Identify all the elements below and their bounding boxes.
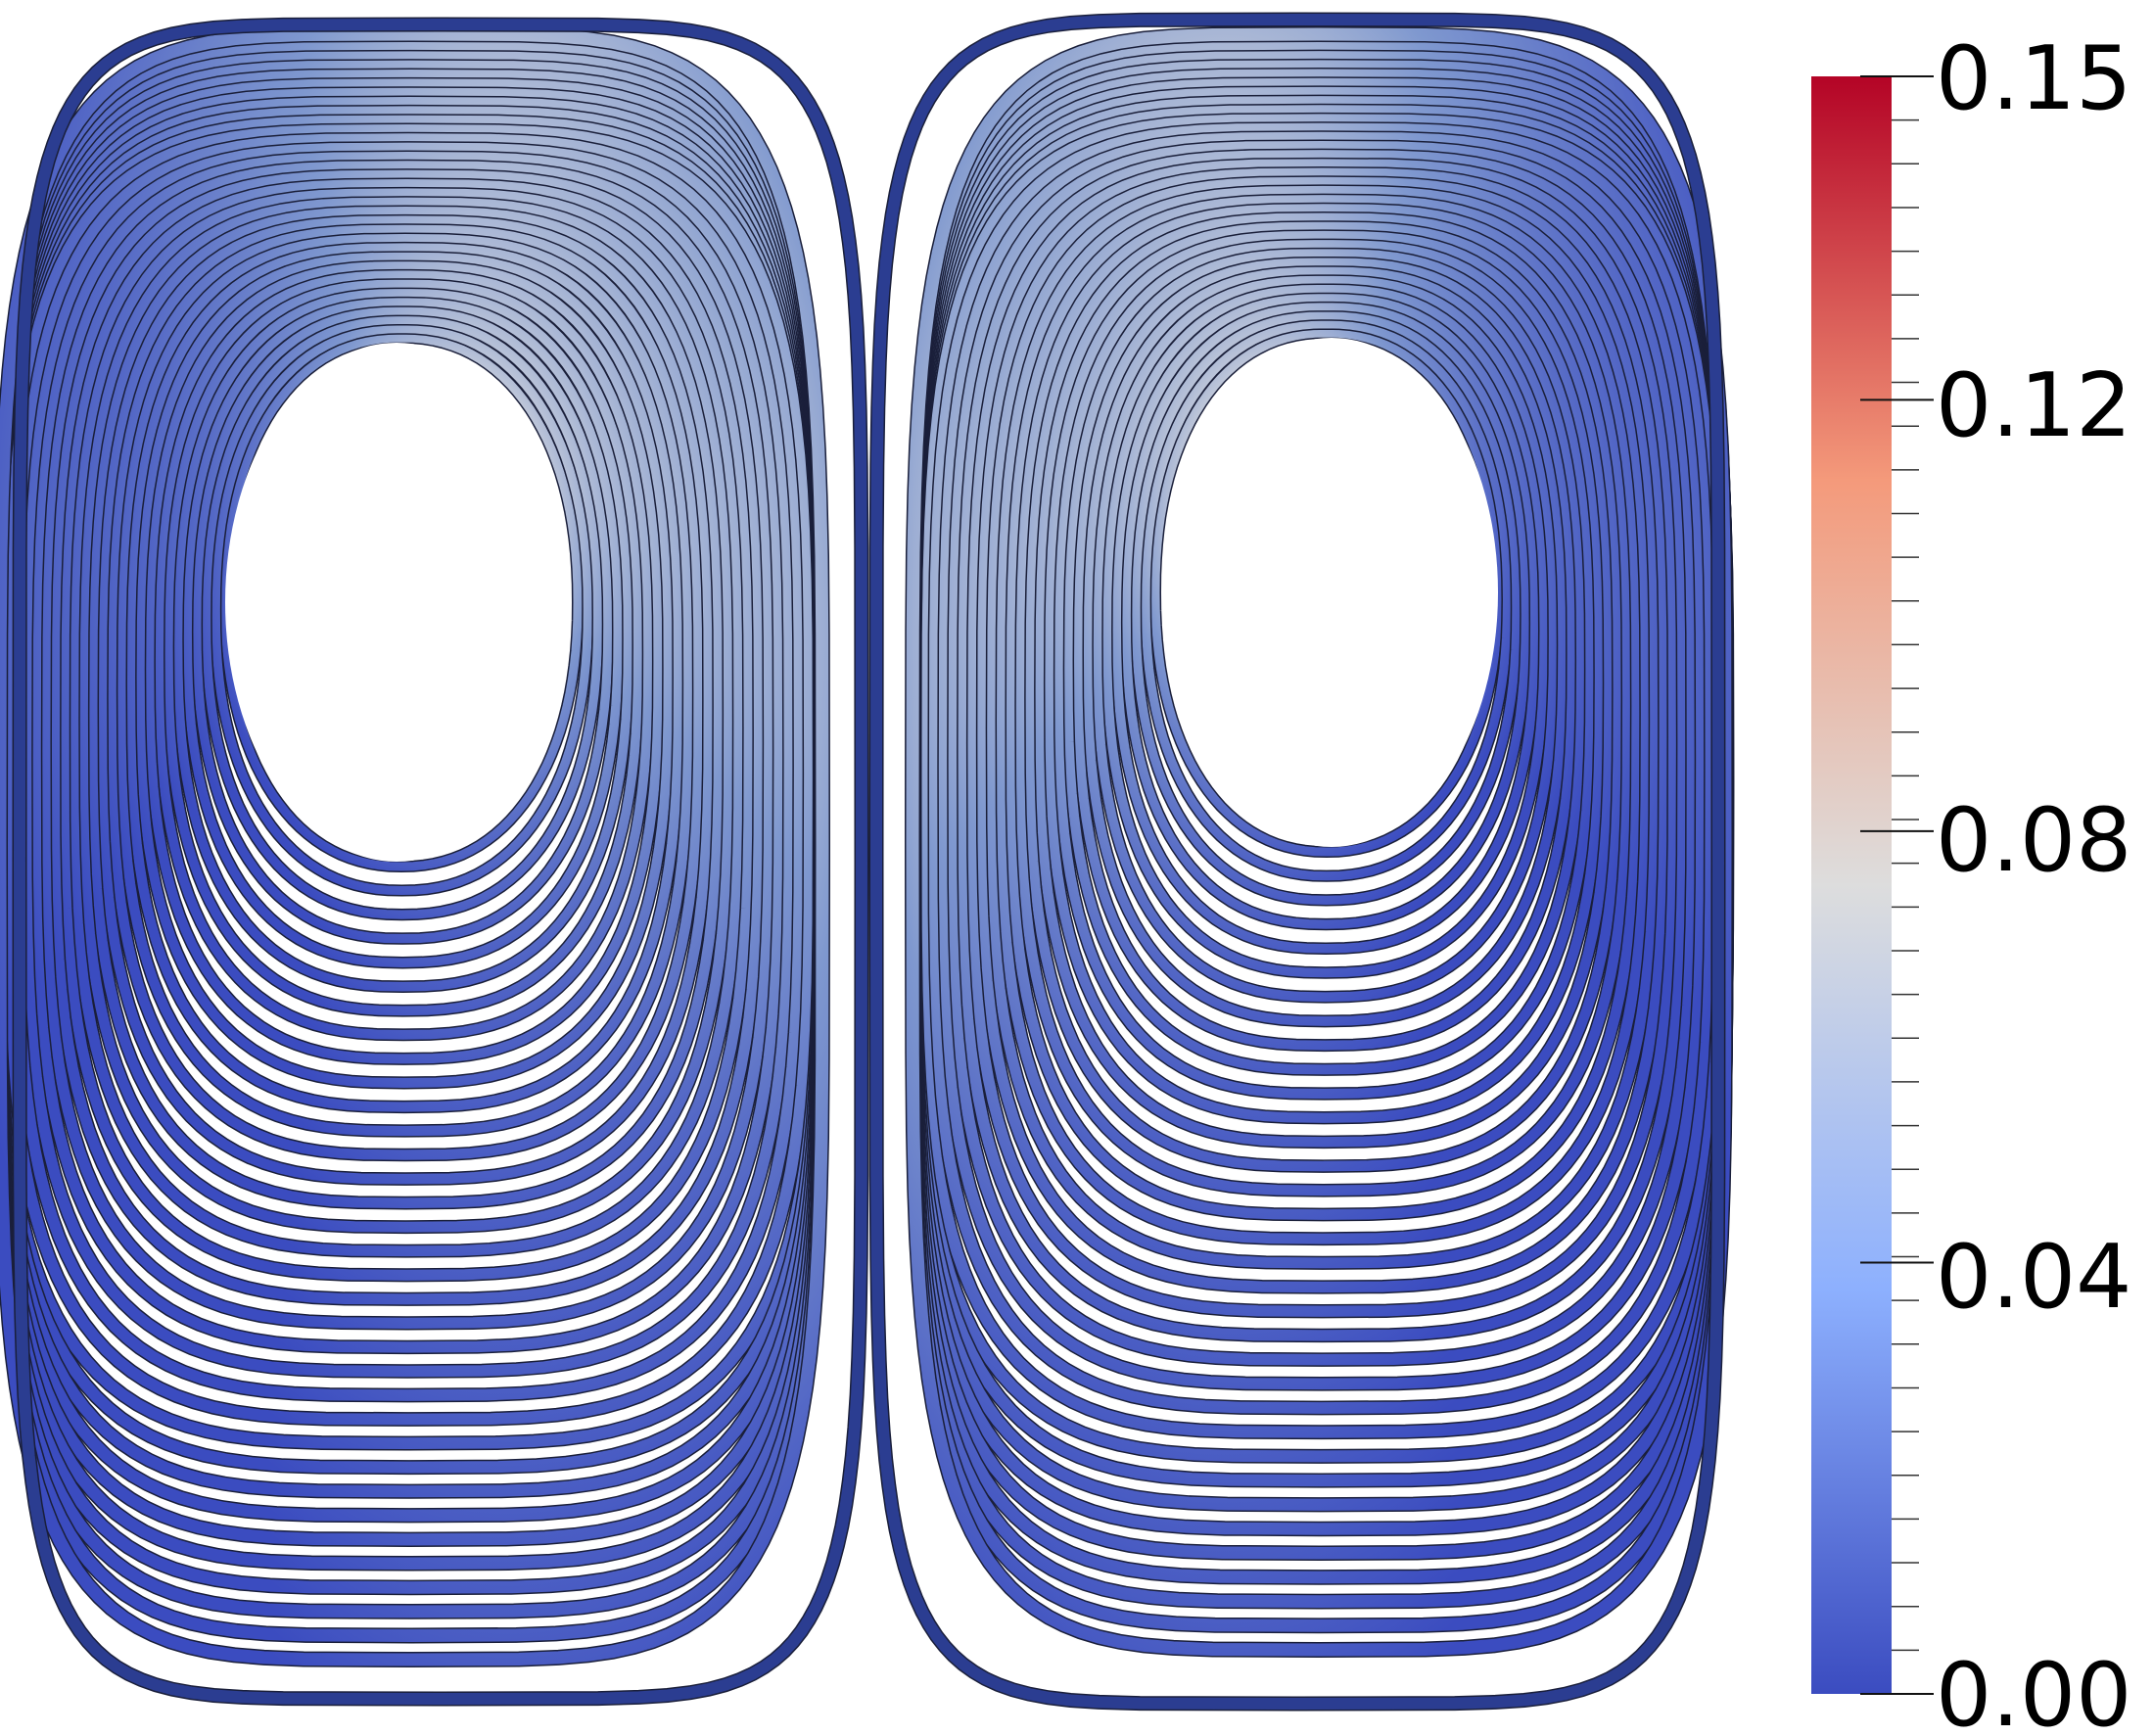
left-streamline [0, 111, 826, 1450]
right-streamline [906, 27, 1732, 1657]
right-streamline [1141, 319, 1513, 881]
left-streamline [0, 102, 826, 1474]
right-streamline [1053, 237, 1596, 1100]
right-streamline [1033, 218, 1615, 1148]
left-vortex-streamlines [0, 25, 831, 1668]
right-streamline [984, 173, 1662, 1269]
left-streamline [29, 148, 785, 1353]
left-streamline [182, 296, 623, 967]
right-streamline [1150, 328, 1503, 857]
left-streamline [201, 314, 603, 919]
right-streamline [935, 127, 1708, 1390]
outer-left-streamline [13, 18, 868, 1706]
tick-label-2: 0.12 [1936, 354, 2131, 457]
right-streamline [945, 137, 1699, 1366]
left-streamline [48, 166, 766, 1305]
right-streamline [1013, 201, 1633, 1196]
right-streamline [1131, 309, 1521, 906]
right-streamline [974, 164, 1670, 1293]
left-streamline [134, 250, 674, 1088]
left-streamline [116, 231, 694, 1137]
right-streamline [1062, 246, 1587, 1075]
right-streamline [964, 155, 1680, 1317]
right-vortex-core [1165, 338, 1498, 847]
left-streamline [86, 204, 725, 1208]
tick-label-3: 0.08 [1936, 789, 2131, 892]
right-streamline [1092, 273, 1559, 1003]
right-streamline [1004, 191, 1643, 1220]
left-streamline [77, 194, 734, 1233]
colorbar-ticks [1860, 75, 1934, 1695]
left-streamline [96, 212, 715, 1185]
tick-label-min: 0.00 [1936, 1644, 2131, 1736]
right-streamline [994, 182, 1652, 1244]
right-streamline [955, 146, 1689, 1341]
left-streamline [39, 157, 775, 1330]
right-streamline [1101, 282, 1550, 978]
left-streamline [124, 240, 684, 1112]
streamlines-layer [0, 12, 1735, 1712]
left-streamline [0, 73, 827, 1546]
left-streamline [58, 175, 755, 1281]
left-vortex-core [225, 343, 568, 862]
left-streamline [0, 46, 828, 1619]
tick-label-max: 0.15 [1936, 27, 2131, 130]
left-streamline [0, 27, 829, 1666]
outer-boundary-streamlines [12, 12, 1726, 1712]
left-streamline [0, 83, 827, 1522]
right-streamline [915, 110, 1726, 1438]
left-streamline [0, 55, 828, 1594]
right-streamline [1082, 264, 1568, 1026]
left-streamline [211, 324, 592, 896]
colorbar-gradient [1811, 76, 1892, 1694]
right-streamline [1072, 256, 1577, 1051]
right-streamline [925, 118, 1717, 1414]
left-streamline [163, 277, 643, 1016]
right-streamline [1111, 292, 1540, 954]
right-streamline [1121, 301, 1531, 929]
left-streamline [0, 65, 828, 1571]
left-streamline [68, 185, 745, 1257]
right-streamline [1023, 210, 1624, 1172]
left-streamline [144, 258, 664, 1064]
left-streamline [172, 287, 633, 992]
left-streamline [192, 305, 613, 944]
left-streamline [106, 222, 704, 1160]
left-streamline [0, 92, 826, 1498]
right-streamline [1043, 228, 1606, 1123]
tick-label-4: 0.04 [1936, 1226, 2131, 1329]
right-vortex-streamlines [904, 25, 1735, 1659]
color-legend: 0.15 0.12 0.08 0.04 0.00 [1811, 27, 2131, 1736]
outer-right-streamline [869, 13, 1725, 1711]
left-streamline [154, 268, 654, 1040]
